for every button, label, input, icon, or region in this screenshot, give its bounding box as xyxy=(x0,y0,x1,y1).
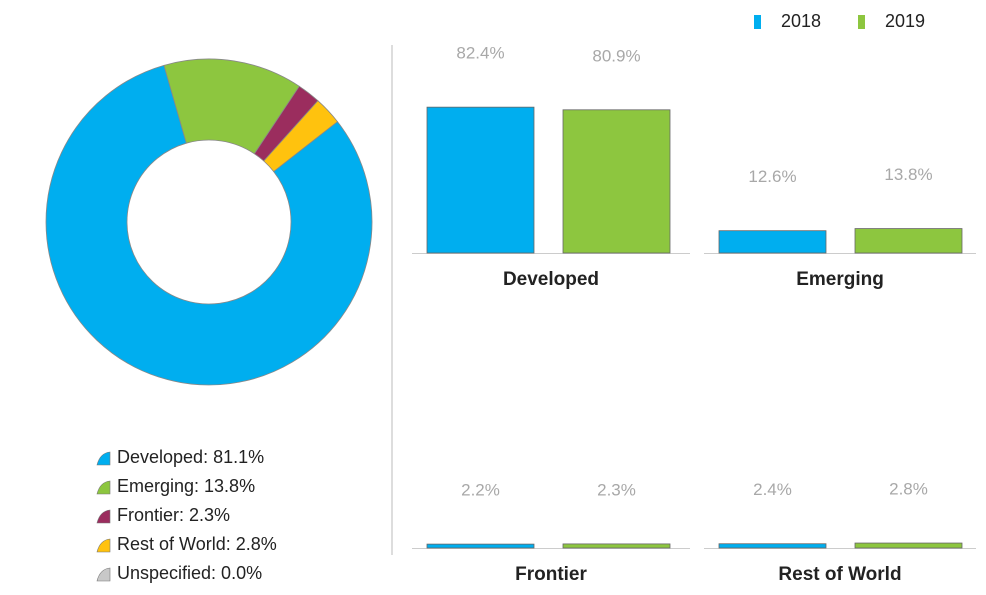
value-label: 2.4% xyxy=(753,480,792,499)
bar xyxy=(426,106,535,254)
legend-label: Emerging: 13.8% xyxy=(117,476,255,496)
legend-label: Unspecified: 0.0% xyxy=(117,563,262,583)
donut-slice xyxy=(263,100,339,173)
legend-label: 2019 xyxy=(885,11,925,31)
bar xyxy=(718,230,827,254)
legend-label: Frontier: 2.3% xyxy=(117,505,230,525)
value-label: 2.2% xyxy=(461,481,500,500)
value-label: 2.8% xyxy=(889,480,928,499)
bar xyxy=(562,543,671,549)
bar xyxy=(426,543,535,549)
legend-marker xyxy=(96,509,111,524)
legend-swatch xyxy=(754,15,761,29)
legend-marker xyxy=(96,567,111,582)
value-label: 82.4% xyxy=(456,44,504,63)
bar xyxy=(718,543,827,549)
legend-label: Rest of World: 2.8% xyxy=(117,534,277,554)
legend-marker xyxy=(96,451,111,466)
category-label: Rest of World xyxy=(778,564,901,585)
bar xyxy=(854,542,963,549)
legend-label: 2018 xyxy=(781,11,821,31)
category-label: Frontier xyxy=(515,564,587,585)
legend-marker xyxy=(96,480,111,495)
value-label: 13.8% xyxy=(884,165,932,184)
legend-marker xyxy=(96,538,111,553)
donut-slice xyxy=(45,64,373,386)
legend-label: Developed: 81.1% xyxy=(117,447,264,467)
category-label: Developed xyxy=(503,269,599,290)
bar xyxy=(562,109,671,254)
bar xyxy=(854,228,963,254)
value-label: 2.3% xyxy=(597,480,636,499)
legend-swatch xyxy=(858,15,865,29)
value-label: 12.6% xyxy=(748,167,796,186)
category-label: Emerging xyxy=(796,269,884,290)
value-label: 80.9% xyxy=(592,46,640,65)
